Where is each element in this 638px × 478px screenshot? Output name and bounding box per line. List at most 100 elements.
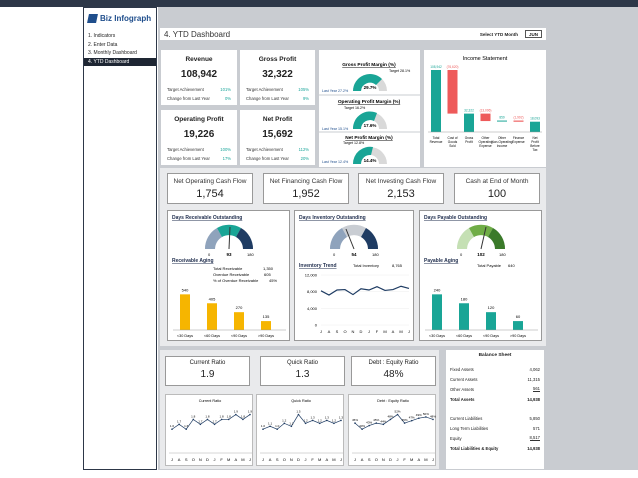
ratio-chart-card: Debt : Equity Ratio 45% 40% 43% 45% 44% 48% 52%…	[348, 394, 436, 466]
nav-item-ytd-dashboard[interactable]: 4. YTD Dashboard	[84, 57, 156, 66]
month-label: M	[227, 457, 230, 462]
month-label: M	[241, 457, 244, 462]
kpi-value: 19,226	[183, 129, 215, 140]
page-header: 4. YTD Dashboard Select YTD Month	[160, 28, 546, 40]
bar-label: 240	[434, 287, 441, 292]
ratio-point	[375, 422, 378, 424]
row-label: Current Assets	[450, 376, 478, 382]
month-label: J	[320, 329, 322, 334]
kpi-row-label: Change from Last Year	[167, 96, 210, 101]
bar-label: 108,942	[430, 65, 442, 69]
gauge-needle	[228, 226, 231, 250]
kpi-row-label: Target Achievement	[246, 147, 283, 152]
month-label: F	[311, 457, 314, 462]
ratio-point	[283, 422, 286, 425]
operating-margin-gauge: Operating Profit Margin (%) Target 16.2%…	[322, 99, 401, 131]
kpi-name: Gross Profit	[258, 56, 297, 63]
gauge-min: 0	[208, 252, 211, 257]
kpi-value: 32,322	[262, 69, 293, 80]
month-label: M	[383, 329, 386, 334]
point-label: 1.8	[220, 414, 225, 418]
category-label: Total	[433, 136, 440, 140]
net-margin-gauge: Net Profit Margin (%) Target 12.8% 14.4%…	[322, 135, 393, 164]
category-label: >90 Days	[258, 334, 274, 338]
month-label: F	[403, 457, 406, 462]
ratio-name: Quick Ratio	[286, 360, 318, 366]
gauge-seg-3	[488, 228, 506, 249]
waterfall-bar	[431, 70, 441, 132]
page-title: 4. YTD Dashboard	[164, 29, 231, 39]
gauge-needle	[480, 226, 487, 250]
ratio-point	[389, 418, 392, 421]
inventory-panel: Days Inventory Outstanding 0 54 180 Inve…	[294, 210, 414, 341]
ratio-point	[418, 417, 420, 420]
month-label: D	[389, 457, 392, 462]
bar-label: 180	[461, 296, 468, 301]
panel-title: Days Receivable Outstanding	[172, 215, 242, 221]
cash-flow-card: Cash at End of Month 100	[454, 173, 540, 204]
point-label: 1.9	[248, 410, 253, 414]
cash-flow-card: Net Investing Cash Flow 2,153	[358, 173, 444, 204]
balance-sheet-row: Equity 8,517	[446, 433, 544, 443]
nav-item-enter-data[interactable]: 2. Enter Data	[88, 41, 118, 48]
panel-title: Days Inventory Outstanding	[299, 215, 366, 221]
nav-item-monthly-dashboard[interactable]: 3. Monthly Dashboard	[88, 50, 137, 56]
month-label: M	[424, 457, 427, 462]
balance-sheet-rows: Fixed Assets 4,062 Current Assets 11,315 Oth…	[446, 364, 544, 453]
gauge-last-year: Last Year 12.4%	[322, 160, 349, 164]
waterfall-bar	[497, 120, 507, 122]
category-label: <30 Days	[429, 334, 445, 338]
point-label: 1.9	[234, 410, 239, 414]
ratio-point	[220, 418, 223, 421]
point-label: 1.5	[296, 410, 301, 414]
chart-title: Quick Ratio	[291, 399, 311, 403]
category-label: <60 Days	[456, 334, 472, 338]
nav-item-indicators[interactable]: 1. Indicators	[88, 33, 116, 39]
cash-flow-name: Cash at End of Month	[465, 178, 529, 185]
waterfall-bar	[464, 113, 474, 132]
point-label: 45%	[402, 418, 408, 422]
stat-label: Overdue Receivable	[213, 272, 250, 277]
gauge-fill	[352, 146, 373, 164]
category-label: Income	[497, 144, 508, 148]
category-label: Profit	[465, 140, 473, 144]
month-label: N	[382, 457, 385, 462]
month-label: A	[325, 457, 328, 462]
kpi-row-value: 101%	[220, 87, 231, 92]
stat-value: 1,350	[263, 266, 274, 271]
point-label: 47%	[409, 416, 415, 420]
month-label: A	[328, 329, 331, 334]
month-label: S	[276, 457, 279, 462]
ratio-point	[432, 418, 434, 421]
point-label: 45%	[352, 418, 358, 422]
category-label: Gross	[465, 136, 474, 140]
category-label: Sold	[449, 144, 456, 148]
point-label: 1.0	[275, 424, 280, 428]
bar-label: 18,093	[530, 117, 540, 121]
gauge-value: 29.7%	[364, 85, 377, 90]
category-label: Expense	[479, 144, 492, 148]
point-label: 1.7	[177, 419, 182, 423]
category-label: >90 Days	[510, 334, 526, 338]
month-label: M	[399, 329, 402, 334]
gross-margin-gauge: Gross Profit Margin (%) Target 28.1% 29.…	[322, 62, 411, 93]
point-label: 1.7	[212, 419, 217, 423]
month-label: J	[408, 329, 410, 334]
ratio-point	[297, 413, 300, 416]
month-label: J	[249, 457, 251, 462]
aging-bar	[459, 303, 469, 330]
waterfall-bar	[447, 70, 458, 114]
y-tick-label: 8,000	[307, 289, 318, 294]
bar-label: (1,992)	[513, 116, 523, 120]
period-select[interactable]: JUN	[525, 30, 542, 38]
nav-list: 1. Indicators 2. Enter Data 3. Monthly D…	[84, 32, 156, 66]
month-label: A	[234, 457, 237, 462]
gauge-max: 180	[499, 252, 506, 257]
cash-flow-name: Net Investing Cash Flow	[365, 178, 437, 185]
ratio-point	[290, 425, 293, 428]
point-label: 40%	[359, 424, 365, 428]
gauge-value: 102	[477, 252, 485, 257]
month-label: A	[392, 329, 395, 334]
gauge-value: 54	[351, 252, 357, 257]
